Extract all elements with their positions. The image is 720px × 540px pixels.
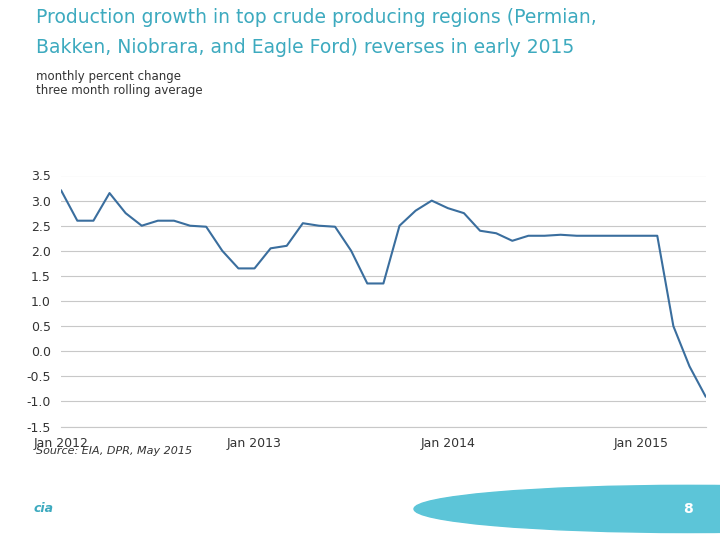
FancyBboxPatch shape bbox=[7, 484, 79, 535]
Text: May 2015: May 2015 bbox=[104, 519, 160, 530]
Text: 8: 8 bbox=[683, 502, 693, 516]
Text: cia: cia bbox=[33, 502, 53, 516]
Text: Lower oil prices and the energy outlook: Lower oil prices and the energy outlook bbox=[104, 495, 325, 505]
Circle shape bbox=[414, 485, 720, 532]
Text: three month rolling average: three month rolling average bbox=[36, 84, 202, 97]
Text: Production growth in top crude producing regions (Permian,: Production growth in top crude producing… bbox=[36, 8, 597, 27]
Text: Source: EIA, DPR, May 2015: Source: EIA, DPR, May 2015 bbox=[36, 446, 192, 456]
Text: Bakken, Niobrara, and Eagle Ford) reverses in early 2015: Bakken, Niobrara, and Eagle Ford) revers… bbox=[36, 38, 575, 57]
Text: monthly percent change: monthly percent change bbox=[36, 70, 181, 83]
